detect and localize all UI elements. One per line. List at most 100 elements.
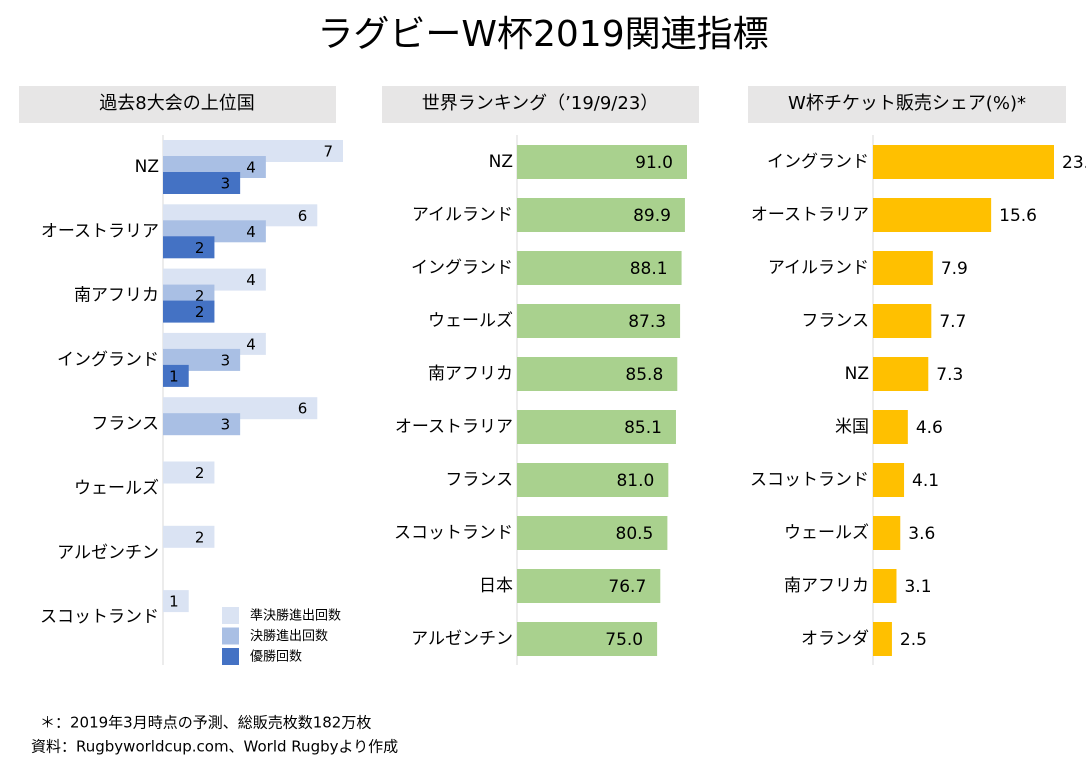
value-label: 3 [221,351,231,369]
panel-header-bg [19,86,336,123]
category-label: アルゼンチン [57,543,159,563]
bar [873,357,929,391]
bar [163,236,215,259]
bar [517,516,668,550]
category-label: イングランド [767,152,869,172]
bar [163,590,189,613]
category-label: ウェールズ [428,311,513,331]
value-label: 7 [323,143,333,161]
legend-swatch [222,648,239,665]
category-label: アルゼンチン [411,629,513,649]
value-label: 2 [195,464,205,482]
bar [873,516,901,550]
value-label: 91.0 [635,153,673,173]
legend-label: 決勝進出回数 [250,629,328,644]
bar [873,145,1054,179]
footnote: 資料：Rugbyworldcup.com、World Rugbyより作成 [31,738,398,756]
bar [517,251,682,285]
category-label: ウェールズ [74,479,159,499]
legend-swatch [222,627,239,645]
category-label: スコットランド [40,607,159,627]
bar [517,410,676,444]
value-label: 4 [246,159,256,177]
value-label: 1 [169,367,179,385]
value-label: 2 [195,528,205,546]
category-label: NZ [489,152,513,172]
page-title: ラグビーW杯2019関連指標 [317,14,768,55]
value-label: 4 [246,223,256,241]
value-label: 4 [246,271,256,289]
legend-swatch [222,607,239,624]
panel-title: 過去8大会の上位国 [99,93,254,114]
bar [163,300,215,323]
category-label: オランダ [801,629,869,649]
value-label: 87.3 [628,312,666,332]
panel-title: W杯チケット販売シェア(%)* [788,93,1026,114]
panel-title: 世界ランキング（’19/9/23） [422,93,659,114]
value-label: 80.5 [616,524,654,544]
category-label: 南アフリカ [74,286,159,306]
legend-label: 優勝回数 [250,650,302,665]
category-label: フランス [801,311,869,331]
value-label: 6 [298,207,308,225]
bar [873,410,908,444]
value-label: 3 [221,416,231,434]
value-label: 1 [169,593,179,611]
bar [873,304,932,338]
value-label: 2 [195,287,205,305]
value-label: 76.7 [608,577,646,597]
value-label: 2 [195,239,205,257]
bar [163,413,241,436]
category-label: スコットランド [750,470,869,490]
category-label: アイルランド [412,205,513,225]
category-label: アイルランド [768,258,869,278]
value-label: 4.1 [912,471,939,491]
value-label: 81.0 [616,471,654,491]
bar [873,198,992,232]
panel-header-bg [748,86,1066,123]
value-label: 7.7 [939,312,966,332]
category-label: フランス [445,470,513,490]
value-label: 75.0 [605,630,643,650]
category-label: NZ [845,364,869,384]
value-label: 6 [298,400,308,418]
value-label: 7.3 [936,365,963,385]
bar [517,622,658,656]
category-label: 日本 [479,576,513,596]
category-label: イングランド [57,350,159,370]
legend-label: 準決勝進出回数 [250,608,341,624]
bar [873,622,892,656]
bar [517,463,669,497]
category-label: オーストラリア [41,221,159,241]
category-label: スコットランド [394,523,513,543]
bar [163,461,215,484]
value-label: 85.1 [624,418,662,438]
bar [517,198,685,232]
category-label: 南アフリカ [428,364,513,384]
value-label: 23.9 [1062,153,1086,173]
value-label: 88.1 [630,259,668,279]
bar [517,357,678,391]
category-label: NZ [135,157,159,177]
value-label: 7.9 [941,259,968,279]
value-label: 15.6 [999,206,1037,226]
value-label: 4 [246,335,256,353]
value-label: 3.6 [908,524,935,544]
value-label: 4.6 [916,418,943,438]
panel-header-bg [382,86,699,123]
category-label: フランス [91,414,159,434]
bar [873,463,905,497]
bar [873,569,897,603]
value-label: 2.5 [900,630,927,650]
bar [517,569,661,603]
bar [163,525,215,548]
bar [873,251,933,285]
category-label: 米国 [835,417,869,437]
category-label: オーストラリア [395,417,513,437]
bar [163,172,241,194]
footnote: ＊：2019年3月時点の予測、総販売枚数182万枚 [40,714,371,732]
value-label: 3 [221,175,231,193]
category-label: イングランド [411,258,513,278]
bar [517,304,681,338]
